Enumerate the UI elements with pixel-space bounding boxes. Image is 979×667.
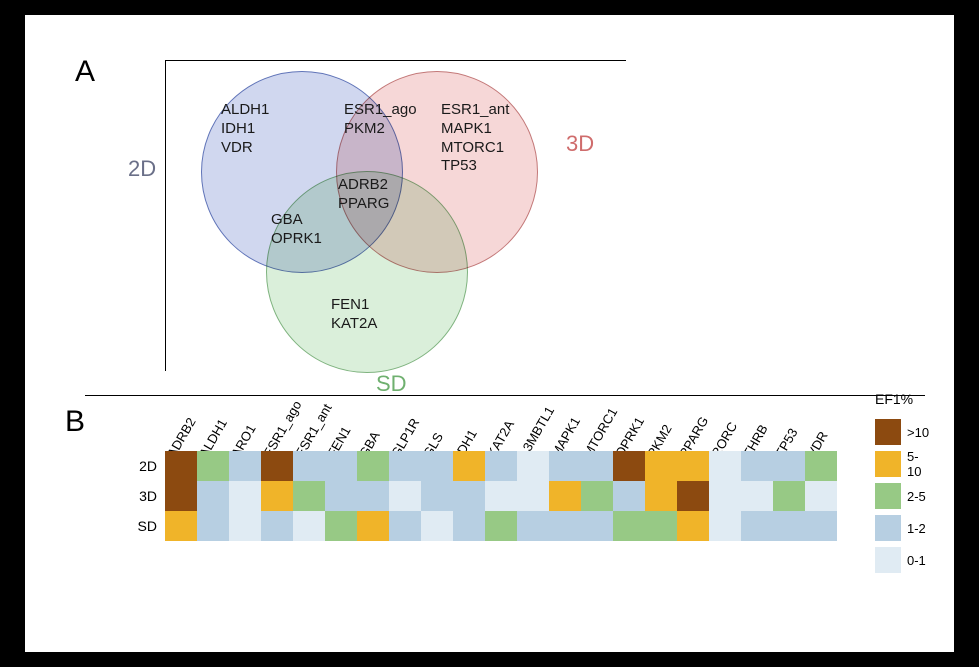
heatmap-cell <box>453 511 485 541</box>
heatmap-cell <box>165 451 197 481</box>
legend-title: EF1% <box>875 391 913 407</box>
heatmap-cell <box>549 451 581 481</box>
heatmap-cell <box>325 511 357 541</box>
heatmap-cell <box>581 451 613 481</box>
heatmap-cell <box>229 481 261 511</box>
heatmap-cell <box>773 511 805 541</box>
heatmap-cell <box>293 451 325 481</box>
legend-swatch <box>875 515 901 541</box>
set-label-3d: 3D <box>566 131 594 157</box>
heatmap-cell <box>197 511 229 541</box>
panel-a-label: A <box>75 55 95 89</box>
heatmap-grid <box>165 451 837 541</box>
heatmap-cell <box>293 481 325 511</box>
heatmap-cell <box>645 481 677 511</box>
heatmap-cell <box>229 451 261 481</box>
heatmap-cell <box>389 481 421 511</box>
heatmap-cell <box>517 511 549 541</box>
heatmap-cell <box>613 451 645 481</box>
heatmap-cell <box>229 511 261 541</box>
heatmap-cell <box>453 481 485 511</box>
heatmap-cell <box>773 481 805 511</box>
heatmap-cell <box>325 481 357 511</box>
legend: >10 5-10 2-5 1-2 0-1 <box>875 416 929 576</box>
legend-text: 0-1 <box>907 553 929 568</box>
heatmap-cell <box>677 451 709 481</box>
heatmap-row-label: SD <box>117 518 157 534</box>
venn-region-a-only: ALDH1 IDH1 VDR <box>221 101 269 157</box>
heatmap-cell <box>645 451 677 481</box>
heatmap-cell <box>517 481 549 511</box>
heatmap-cell <box>709 481 741 511</box>
legend-swatch <box>875 547 901 573</box>
heatmap-row-label: 2D <box>117 458 157 474</box>
heatmap-cell <box>613 481 645 511</box>
heatmap-cell <box>485 511 517 541</box>
venn-region-c-only: FEN1 KAT2A <box>331 296 377 334</box>
venn-region-abc: ADRB2 PPARG <box>338 176 389 214</box>
heatmap-cell <box>357 481 389 511</box>
legend-text: 5-10 <box>907 449 929 479</box>
heatmap-cell <box>197 481 229 511</box>
legend-swatch <box>875 483 901 509</box>
heatmap-cell <box>165 511 197 541</box>
heatmap-cell <box>389 451 421 481</box>
legend-swatch <box>875 419 901 445</box>
heatmap-cell <box>389 511 421 541</box>
legend-text: 1-2 <box>907 521 929 536</box>
heatmap-cell <box>197 451 229 481</box>
heatmap-cell <box>677 511 709 541</box>
heatmap-panel: ADRB2ALDH1ARO1ESR1_agoESR1_antFEN1GBAGLP… <box>85 395 925 396</box>
legend-text: 2-5 <box>907 489 929 504</box>
heatmap-cell <box>549 511 581 541</box>
heatmap-cell <box>549 481 581 511</box>
heatmap-cell <box>453 451 485 481</box>
heatmap-cell <box>709 451 741 481</box>
heatmap-cell <box>773 451 805 481</box>
heatmap-cell <box>741 511 773 541</box>
heatmap-cell <box>805 451 837 481</box>
heatmap-cell <box>517 451 549 481</box>
venn-region-ab: ESR1_ago PKM2 <box>344 101 417 139</box>
heatmap-cell <box>293 511 325 541</box>
panel-b-label: B <box>65 405 85 439</box>
heatmap-cell <box>805 511 837 541</box>
heatmap-cell <box>805 481 837 511</box>
heatmap-cell <box>261 511 293 541</box>
legend-swatch <box>875 451 901 477</box>
heatmap-cell <box>677 481 709 511</box>
heatmap-row-label: 3D <box>117 488 157 504</box>
heatmap-cell <box>581 481 613 511</box>
heatmap-cell <box>421 481 453 511</box>
heatmap-cell <box>741 481 773 511</box>
heatmap-cell <box>741 451 773 481</box>
heatmap-cell <box>165 481 197 511</box>
venn-region-b-only: ESR1_ant MAPK1 MTORC1 TP53 <box>441 101 509 176</box>
venn-region-ac: GBA OPRK1 <box>271 211 322 249</box>
heatmap-cell <box>325 451 357 481</box>
heatmap-cell <box>261 481 293 511</box>
legend-text: >10 <box>907 425 929 440</box>
set-label-sd: SD <box>376 371 407 397</box>
heatmap-cell <box>421 451 453 481</box>
heatmap-cell <box>581 511 613 541</box>
heatmap-cell <box>261 451 293 481</box>
heatmap-cell <box>485 451 517 481</box>
heatmap-cell <box>613 511 645 541</box>
heatmap-cell <box>357 451 389 481</box>
figure-frame: A 2D 3D SD ALDH1 IDH1 VDR ESR1_ant MAPK1… <box>25 15 954 652</box>
heatmap-cell <box>357 511 389 541</box>
heatmap-cell <box>421 511 453 541</box>
heatmap-cell <box>485 481 517 511</box>
heatmap-cell <box>709 511 741 541</box>
venn-diagram: 2D 3D SD ALDH1 IDH1 VDR ESR1_ant MAPK1 M… <box>165 60 626 371</box>
heatmap-cell <box>645 511 677 541</box>
set-label-2d: 2D <box>128 156 156 182</box>
